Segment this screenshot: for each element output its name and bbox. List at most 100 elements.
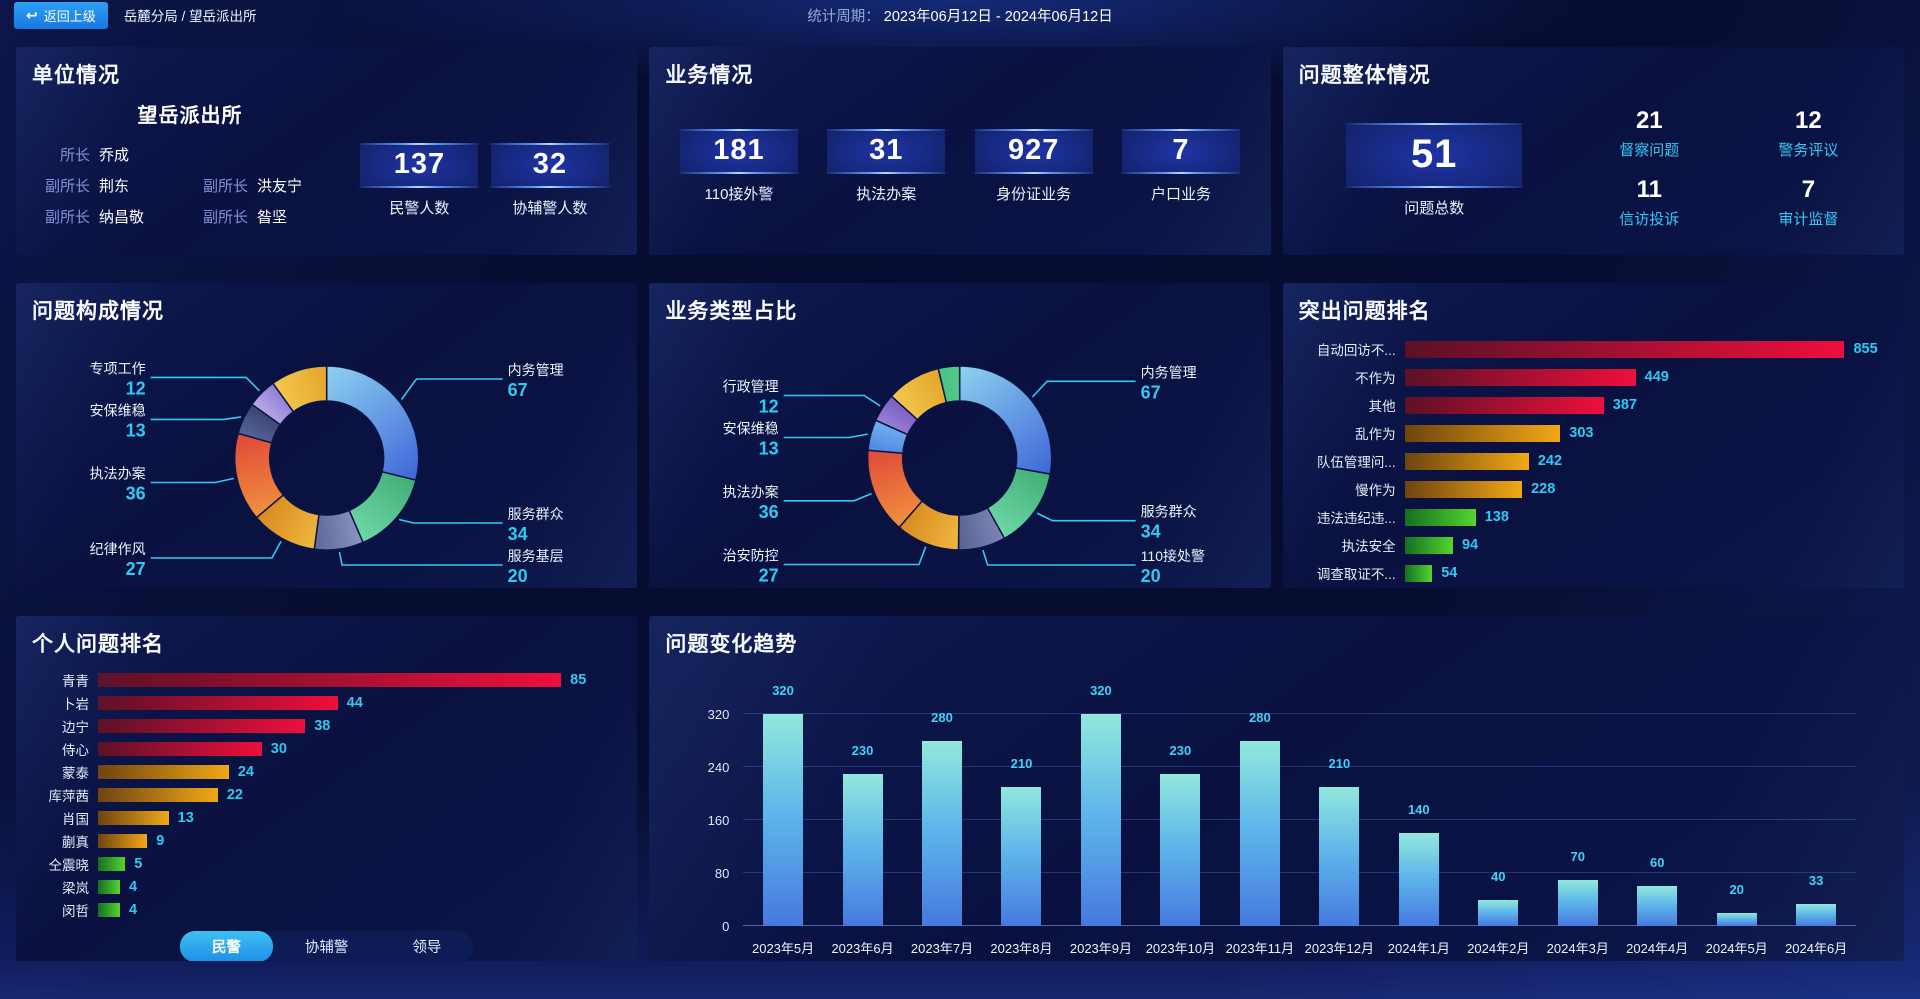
stat-协辅警人数: 32 协辅警人数 <box>486 142 613 218</box>
panel-problem-composition-title: 问题构成情况 <box>32 300 164 323</box>
svg-text:治安防控: 治安防控 <box>723 548 779 564</box>
stat-民警人数: 137 民警人数 <box>356 142 483 218</box>
x-axis-label: 2024年3月 <box>1546 941 1609 956</box>
stat-plate: 32 <box>486 142 613 188</box>
rank-bar <box>1404 452 1529 470</box>
trend-column-2023年12月: 210 2023年12月 <box>1300 714 1379 956</box>
rank-row-执法安全: 执法安全 94 <box>1341 536 1479 554</box>
unit-stats: 137 民警人数 32 协辅警人数 <box>348 93 621 237</box>
rank-bar <box>98 695 338 710</box>
rank-row-闵哲: 闵哲 4 <box>62 901 138 919</box>
svg-text:13: 13 <box>759 439 779 459</box>
svg-text:服务群众: 服务群众 <box>1141 504 1197 520</box>
trend-column-2023年5月: 320 2023年5月 <box>743 683 822 956</box>
rank-row-库萍茜: 库萍茜 22 <box>48 786 243 804</box>
panel-problem-overview-title: 问题整体情况 <box>1298 64 1431 87</box>
trend-bar <box>1716 912 1757 926</box>
panel-unit-title: 单位情况 <box>32 64 120 87</box>
x-axis-label: 2024年2月 <box>1467 941 1530 956</box>
back-button[interactable]: ↩ 返回上级 <box>14 1 108 29</box>
rank-row-边宁: 边宁 38 <box>62 717 331 735</box>
svg-text:67: 67 <box>1141 382 1161 402</box>
svg-text:13: 13 <box>126 420 146 440</box>
unit-left: 望岳派出所 所长 乔成 副所长 荆东 副所长 洪友宁 副所长 纳昌敬 副所长 昝坚 <box>32 93 348 237</box>
x-axis-label: 2023年10月 <box>1145 941 1216 956</box>
x-axis-label: 2023年12月 <box>1304 941 1375 956</box>
svg-text:12: 12 <box>759 397 779 417</box>
svg-text:20: 20 <box>508 566 528 583</box>
stat-plate: 927 <box>970 129 1097 174</box>
officer-list: 所长 乔成 副所长 荆东 副所长 洪友宁 副所长 纳昌敬 副所长 昝坚 <box>32 144 348 227</box>
personal-ranking-tabbar: 民警 协辅警 领导 <box>179 931 474 961</box>
stat-plate: 181 <box>675 129 802 174</box>
rank-row-青青: 青青 85 <box>62 671 587 689</box>
y-axis-tick: 0 <box>722 919 730 934</box>
rank-row-慢作为: 慢作为 228 <box>1355 480 1556 498</box>
trend-bar <box>1001 786 1042 926</box>
panel-business: 业务情况 181 110接外警 31 执法办案 927 身份证业务 7 户口业务 <box>649 47 1271 255</box>
y-axis-tick: 240 <box>707 760 730 775</box>
svg-text:12: 12 <box>126 378 146 398</box>
stat-户口业务: 7 户口业务 <box>1117 129 1244 204</box>
rank-bar <box>1404 424 1561 442</box>
svg-text:服务群众: 服务群众 <box>508 506 564 522</box>
x-axis-label: 2023年6月 <box>831 941 894 956</box>
svg-text:36: 36 <box>126 484 146 504</box>
rank-row-蒯真: 蒯真 9 <box>62 832 165 850</box>
trend-column-2024年1月: 140 2024年1月 <box>1379 714 1458 956</box>
trend-column-2024年2月: 40 2024年2月 <box>1459 714 1538 957</box>
rank-row-蒙泰: 蒙泰 24 <box>62 763 254 781</box>
rank-bar <box>1404 508 1476 526</box>
stat-plate-problem-total: 51 <box>1342 122 1527 188</box>
rank-bar <box>98 672 562 687</box>
rank-bar <box>1404 340 1845 358</box>
x-axis-label: 2023年5月 <box>751 941 815 956</box>
rank-bar <box>98 902 120 917</box>
business-stats: 181 110接外警 31 执法办案 927 身份证业务 7 户口业务 <box>665 129 1254 204</box>
stat-period-value: 2023年06月12日 - 2024年06月12日 <box>883 8 1113 25</box>
svg-text:110接处警: 110接处警 <box>1141 548 1205 564</box>
officer-row: 副所长 纳昌敬 副所长 昝坚 <box>32 206 348 227</box>
rank-row-肖国: 肖国 13 <box>62 809 194 827</box>
rank-row-仝震晓: 仝震晓 5 <box>48 855 143 873</box>
back-arrow-icon: ↩ <box>26 7 38 23</box>
back-button-label: 返回上级 <box>43 8 96 24</box>
rank-bar <box>1404 536 1453 554</box>
trend-column-2024年6月: 33 2024年6月 <box>1776 714 1855 956</box>
trend-bar <box>842 773 883 926</box>
svg-text:34: 34 <box>1141 522 1161 542</box>
svg-text:67: 67 <box>508 380 528 400</box>
svg-text:34: 34 <box>508 524 528 544</box>
problem-overview-body: 51 问题总数 21 督察问题 12 警务评议 11 信访投诉 7 审计监督 <box>1299 97 1888 229</box>
panel-business-type-title: 业务类型占比 <box>665 300 798 323</box>
x-axis-label: 2023年11月 <box>1225 941 1295 956</box>
rank-bar <box>1404 396 1604 414</box>
tab-协辅警[interactable]: 协辅警 <box>304 940 349 956</box>
rank-bar <box>98 856 126 871</box>
tab-领导[interactable]: 领导 <box>412 940 442 956</box>
trend-column-2024年5月: 20 2024年5月 <box>1697 714 1776 956</box>
trend-bar <box>1557 879 1598 926</box>
rank-row-卜岩: 卜岩 44 <box>62 694 363 712</box>
mini-stat-审计监督: 7 审计监督 <box>1778 176 1839 228</box>
rank-bar <box>98 718 306 733</box>
rank-bar <box>98 741 262 756</box>
svg-text:36: 36 <box>759 502 779 522</box>
officer-昝坚: 副所长 昝坚 <box>202 209 288 226</box>
tab-民警[interactable]: 民警 <box>179 931 273 961</box>
x-axis-label: 2024年4月 <box>1626 941 1689 956</box>
trend-bar <box>922 740 962 926</box>
stat-plate: 31 <box>823 129 950 174</box>
trend-bar <box>1080 714 1121 926</box>
trend-column-2023年6月: 230 2023年6月 <box>823 714 902 956</box>
panel-personal-ranking: 个人问题排名 青青 85 卜岩 44 边宁 38 侍心 30 蒙泰 24 <box>16 616 638 961</box>
rank-bar <box>98 833 148 848</box>
panel-business-type: 业务类型占比 内务管理 67 服务群众 34 110接处警 20 治安防控 27 执法办案 36 安… <box>649 283 1271 588</box>
rank-bar <box>1404 368 1636 386</box>
trend-column-2023年11月: 280 2023年11月 <box>1220 710 1299 957</box>
problem-composition-donut-chart: 内务管理 67 服务群众 34 服务基层 20 纪律作风 27 执法办案 36 安保维稳 13 专项工作… <box>32 331 621 588</box>
stat-plate: 137 <box>356 142 483 188</box>
y-axis-tick: 160 <box>707 813 730 828</box>
problem-total-label: 问题总数 <box>1404 199 1465 217</box>
trend-bar-chart: 0 80 160 240 320 320 2023年5月 230 2023年6月 280… <box>679 683 1868 957</box>
